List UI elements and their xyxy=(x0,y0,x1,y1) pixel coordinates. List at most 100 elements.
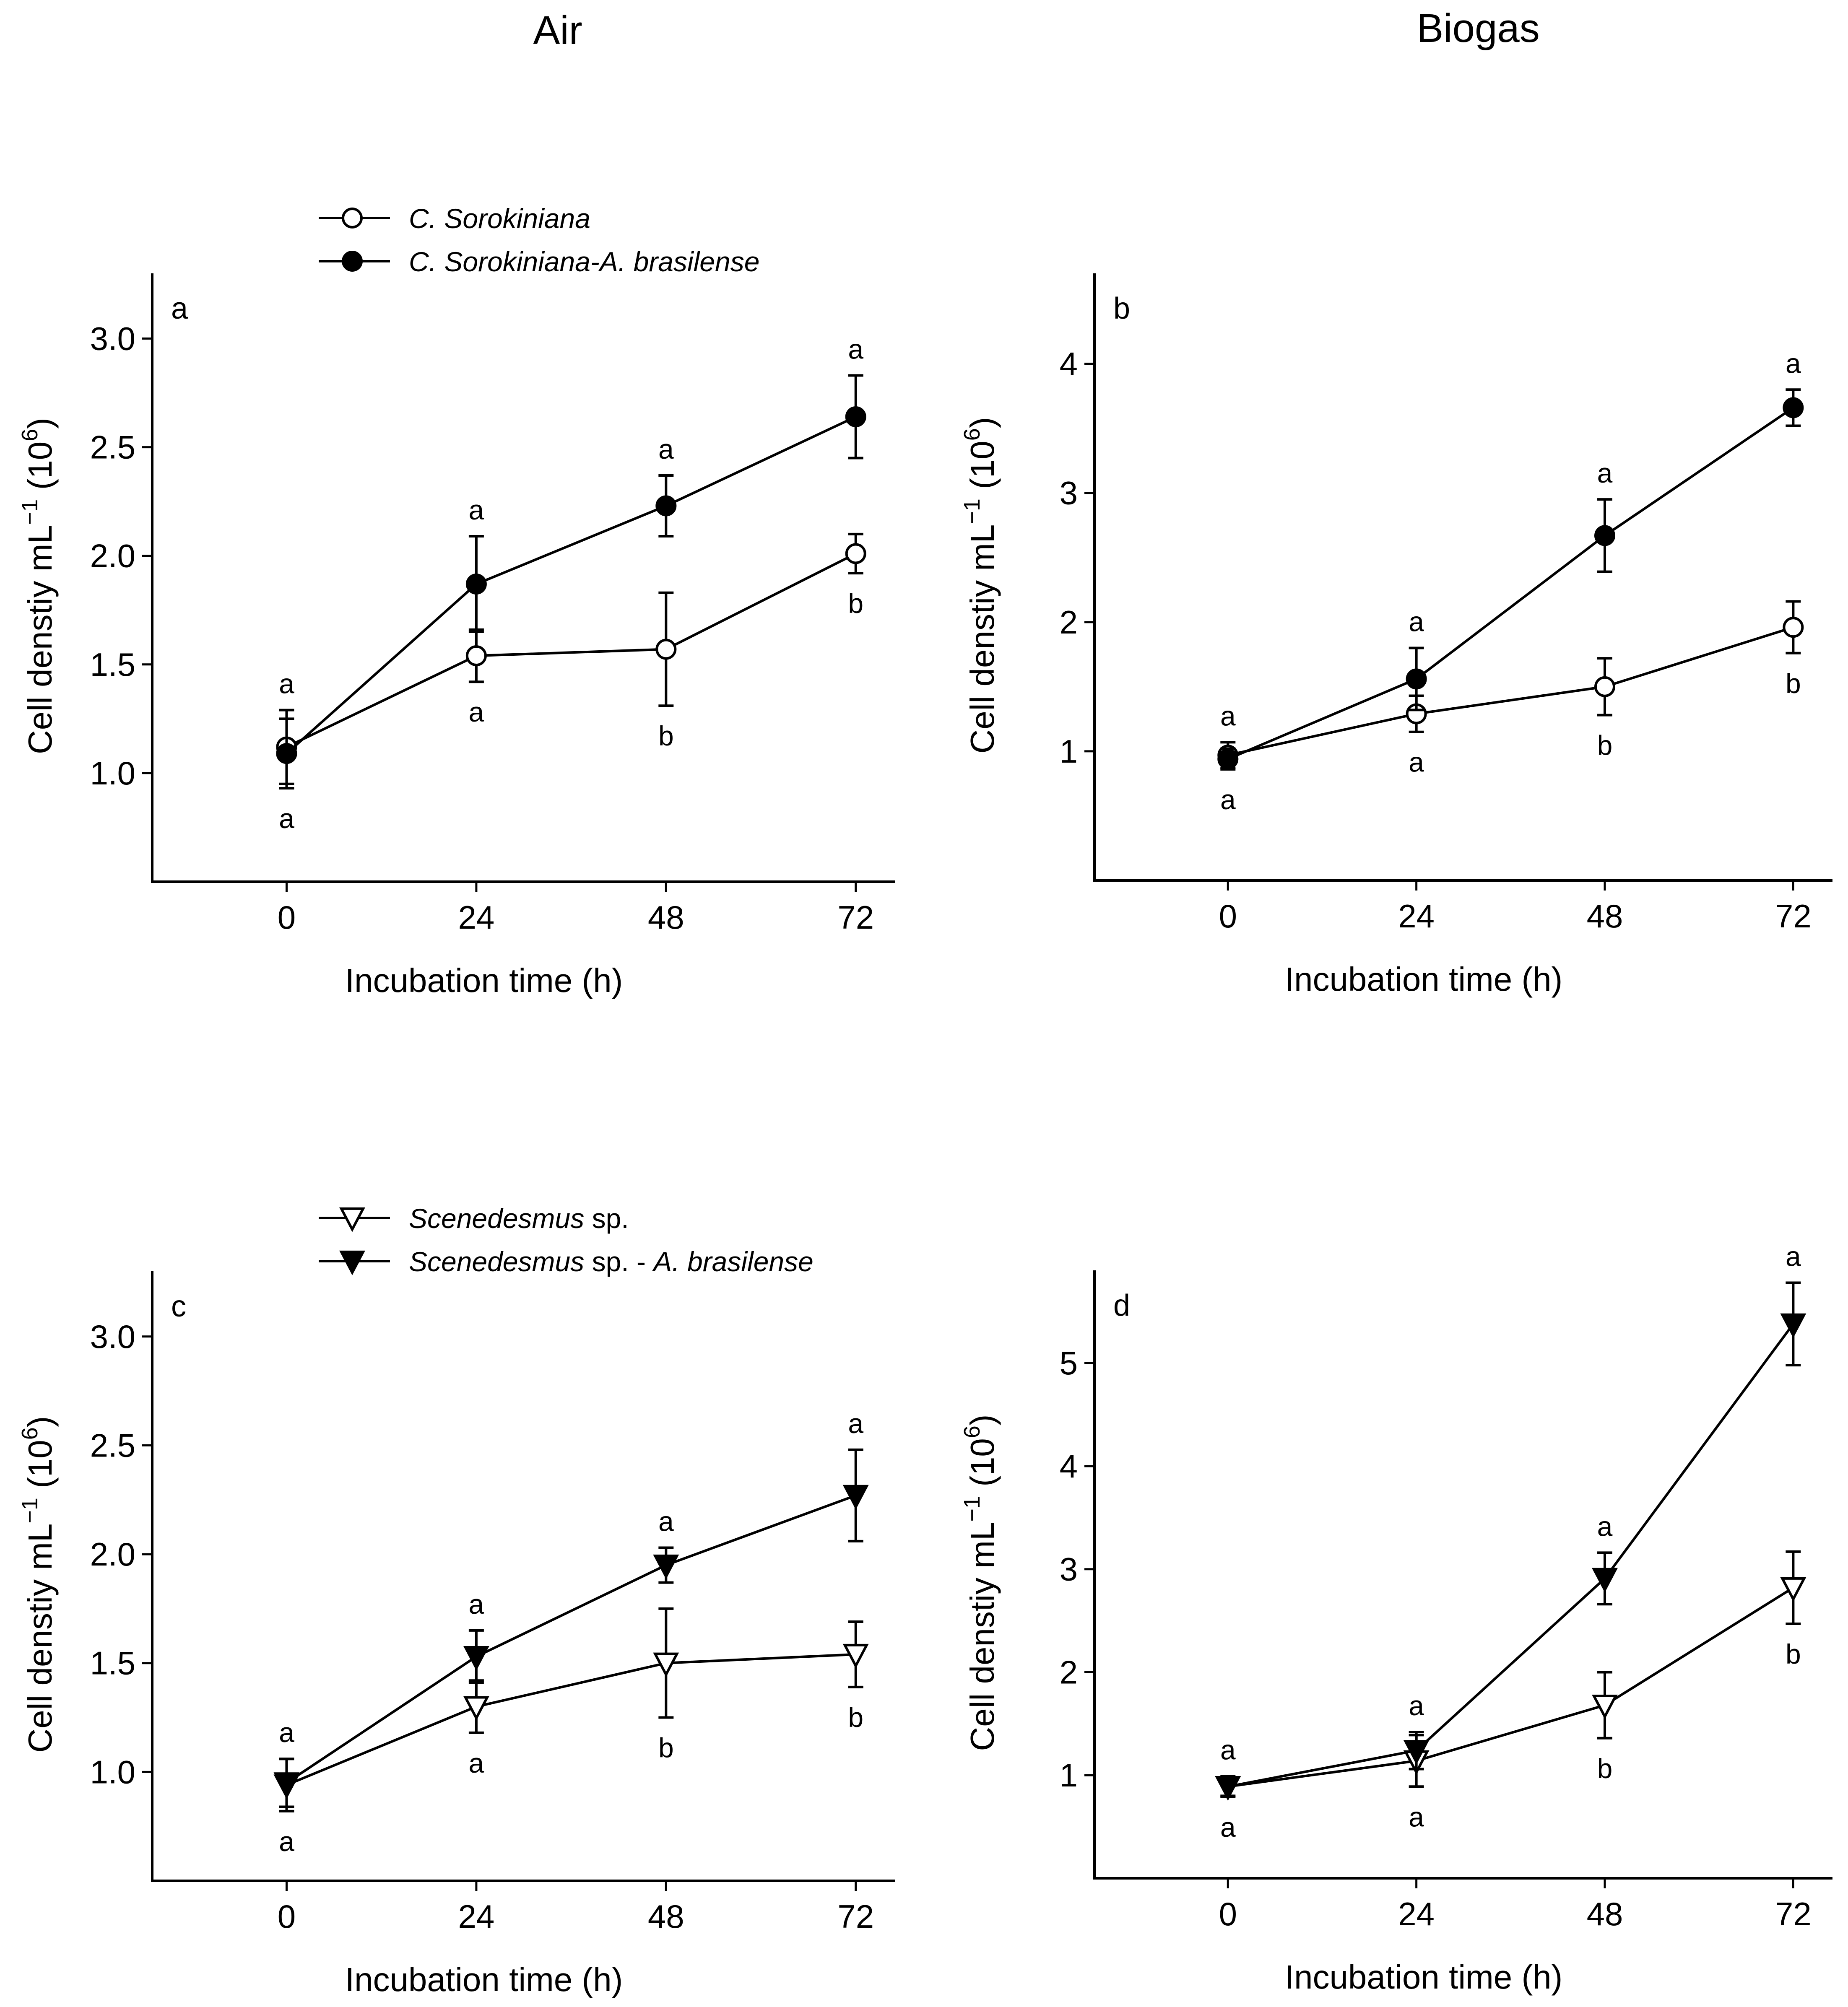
y-axis-label: Cell denstiy mL−1 (106) xyxy=(17,418,59,754)
data-point xyxy=(653,1554,679,1579)
x-tick-label: 24 xyxy=(1398,1895,1435,1932)
y-axis-label: Cell denstiy mL−1 (106) xyxy=(959,1415,1001,1751)
significance-letter: b xyxy=(1786,1638,1801,1669)
significance-letter: b xyxy=(848,588,863,619)
significance-letter: a xyxy=(848,1408,863,1439)
x-axis-label: Incubation time (h) xyxy=(345,1961,623,1998)
y-tick-label: 1.0 xyxy=(90,1753,135,1790)
x-tick-label: 48 xyxy=(1587,1895,1623,1932)
x-tick-label: 72 xyxy=(1775,898,1812,935)
significance-letter: b xyxy=(1786,668,1801,699)
series-2 xyxy=(1215,1281,1806,1801)
x-tick-label: 48 xyxy=(1587,898,1623,935)
series-1 xyxy=(276,532,866,785)
x-tick-label: 72 xyxy=(1775,1895,1812,1932)
column-title-biogas: Biogas xyxy=(1417,6,1540,51)
series-1 xyxy=(1217,600,1804,769)
chart-panel-b: 1 2 3 4 0 24 48 72 Incubation time (h) Cell denst… xyxy=(959,273,1832,998)
series-line xyxy=(1227,626,1794,757)
y-tick-label: 1 xyxy=(1060,1757,1078,1794)
significance-letter: a xyxy=(1220,700,1236,731)
panel-label: d xyxy=(1113,1289,1130,1322)
significance-letter: a xyxy=(658,434,674,465)
significance-letter: a xyxy=(279,1826,294,1857)
significance-letter: a xyxy=(1220,1734,1236,1766)
x-tick-label: 0 xyxy=(278,1898,296,1935)
legend-marker xyxy=(342,251,363,272)
x-tick-label: 24 xyxy=(1398,898,1435,935)
significance-letter: a xyxy=(1409,1690,1424,1721)
data-point xyxy=(1403,1740,1430,1765)
significance-letter: a xyxy=(1597,457,1613,488)
y-tick-label: 2.0 xyxy=(90,537,135,574)
panel-label: b xyxy=(1113,292,1130,325)
y-axis-label: Cell denstiy mL−1 (106) xyxy=(17,1416,59,1753)
x-tick-label: 24 xyxy=(458,899,495,936)
y-tick-label: 2 xyxy=(1060,1654,1078,1690)
legend-marker xyxy=(339,1250,365,1275)
data-point xyxy=(845,406,866,428)
significance-letter: a xyxy=(1409,606,1424,637)
series-1 xyxy=(1215,1550,1806,1801)
x-axis-label: Incubation time (h) xyxy=(345,962,623,999)
series-line xyxy=(1227,1586,1794,1788)
y-tick-label: 1 xyxy=(1060,733,1078,770)
data-point xyxy=(1215,1776,1241,1801)
y-tick-label: 3 xyxy=(1060,1551,1078,1588)
significance-letter: a xyxy=(279,803,294,834)
y-tick-label: 3.0 xyxy=(90,1318,135,1355)
series-2 xyxy=(1217,388,1804,771)
axes-frame xyxy=(151,273,895,883)
significance-letter: a xyxy=(469,696,484,727)
significance-letter: a xyxy=(469,494,484,525)
data-point xyxy=(655,639,677,660)
legend-marker xyxy=(339,1207,365,1232)
significance-letter: a xyxy=(1220,1812,1236,1843)
series-line xyxy=(286,552,857,748)
data-point xyxy=(465,645,487,667)
x-tick-label: 72 xyxy=(837,899,874,936)
series-2 xyxy=(276,374,866,790)
data-point xyxy=(1780,1313,1806,1338)
significance-letter: a xyxy=(1597,1511,1613,1542)
y-tick-label: 2.5 xyxy=(90,429,135,466)
significance-letter: a xyxy=(1786,1241,1801,1272)
significance-letter: b xyxy=(1597,1753,1613,1784)
significance-letter: a xyxy=(1409,747,1424,778)
y-tick-label: 2.5 xyxy=(90,1427,135,1464)
significance-letter: a xyxy=(658,1506,674,1537)
y-axis-label: Cell denstiy mL−1 (106) xyxy=(959,417,1001,754)
significance-letter: a xyxy=(279,668,294,699)
significance-letter: a xyxy=(848,334,863,365)
data-point xyxy=(653,1652,679,1677)
panel-label: a xyxy=(171,292,188,325)
series-line xyxy=(1227,1323,1794,1788)
data-point xyxy=(655,495,677,517)
axes-frame xyxy=(151,1271,895,1882)
data-point xyxy=(845,543,866,564)
data-point xyxy=(1217,748,1239,770)
y-tick-label: 1.0 xyxy=(90,755,135,792)
series-line xyxy=(1227,406,1794,761)
significance-letter: a xyxy=(1409,1801,1424,1832)
y-tick-label: 3.0 xyxy=(90,320,135,357)
data-point xyxy=(276,743,297,764)
series-2 xyxy=(273,1448,869,1808)
y-tick-label: 4 xyxy=(1060,345,1078,382)
significance-letter: b xyxy=(848,1702,863,1733)
axes-frame xyxy=(1093,273,1832,882)
x-tick-label: 24 xyxy=(458,1898,495,1935)
significance-letter: a xyxy=(1786,348,1801,379)
significance-letter: a xyxy=(469,1747,484,1779)
x-tick-label: 48 xyxy=(648,1898,684,1935)
legend-label: Scenedesmus sp. xyxy=(409,1203,629,1234)
legend-marker xyxy=(342,208,363,228)
data-point xyxy=(1594,525,1616,546)
legend-top: C. Sorokiniana C. Sorokiniana-A. brasilen… xyxy=(319,203,759,277)
x-tick-label: 0 xyxy=(1219,898,1237,935)
y-tick-label: 1.5 xyxy=(90,646,135,683)
data-point xyxy=(273,1772,300,1797)
data-point xyxy=(842,1644,869,1669)
data-point xyxy=(1783,617,1804,638)
